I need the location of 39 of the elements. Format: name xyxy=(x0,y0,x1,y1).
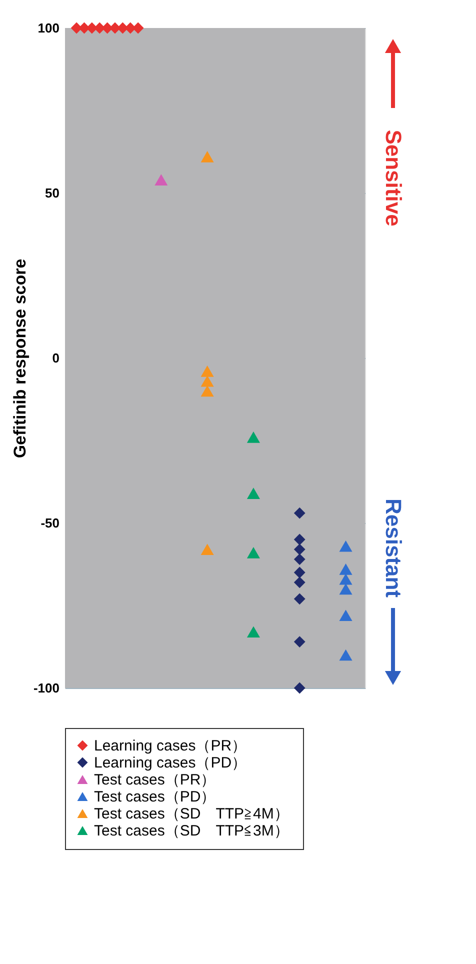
point xyxy=(200,151,214,162)
point xyxy=(294,534,306,546)
point xyxy=(294,554,306,565)
point xyxy=(294,576,306,588)
legend-label: Test cases（PR） xyxy=(94,772,216,788)
y-tick-label: 50 xyxy=(45,186,60,200)
point xyxy=(339,649,352,661)
point xyxy=(294,593,306,605)
point xyxy=(339,564,352,575)
point xyxy=(294,544,306,556)
legend-label: Learning cases（PD） xyxy=(94,754,247,772)
point xyxy=(339,583,352,595)
y-tick-label: -50 xyxy=(40,516,60,530)
point xyxy=(154,174,168,186)
y-tick-label: -100 xyxy=(33,680,60,696)
point xyxy=(246,626,260,638)
legend-label: Test cases（SD TTP≧4M） xyxy=(94,806,289,822)
point xyxy=(200,385,214,397)
point xyxy=(246,547,260,558)
point xyxy=(246,488,260,499)
point xyxy=(294,566,306,578)
point xyxy=(200,544,214,556)
legend-label: Learning cases（PR） xyxy=(94,738,247,754)
point xyxy=(246,432,260,443)
point xyxy=(339,540,352,552)
y-tick-label: 100 xyxy=(38,20,60,36)
y-tick-label: 0 xyxy=(52,350,60,366)
point xyxy=(200,366,214,377)
y-axis-title: Gefitinib response score xyxy=(10,258,30,458)
point xyxy=(200,375,214,387)
point xyxy=(339,610,352,622)
point xyxy=(294,682,306,694)
text: Resistant xyxy=(381,498,406,598)
point xyxy=(294,636,306,648)
point xyxy=(294,507,306,519)
text: Sensitive xyxy=(381,130,406,226)
legend-label: Test cases（PD） xyxy=(94,788,216,806)
legend-label: Test cases（SD TTP≦3M） xyxy=(94,822,289,840)
point xyxy=(339,573,352,585)
